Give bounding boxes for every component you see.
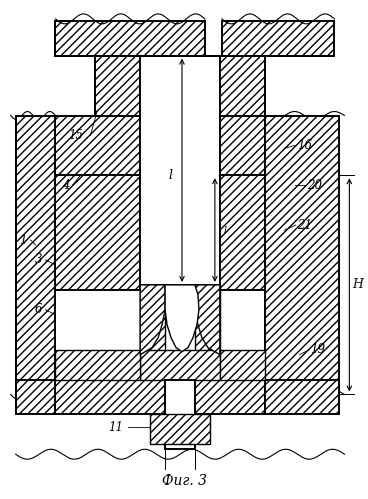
Polygon shape	[220, 56, 265, 115]
Text: 15: 15	[68, 129, 83, 142]
Polygon shape	[220, 175, 265, 290]
Polygon shape	[265, 115, 339, 394]
Text: 21: 21	[297, 219, 312, 232]
Text: 20: 20	[307, 179, 322, 192]
Polygon shape	[15, 380, 56, 414]
Polygon shape	[265, 380, 339, 414]
Text: H: H	[352, 278, 363, 291]
Text: 11: 11	[108, 421, 123, 434]
Polygon shape	[220, 350, 265, 380]
Text: 16: 16	[297, 139, 312, 152]
Text: l: l	[223, 226, 226, 235]
Polygon shape	[56, 380, 265, 414]
Text: l: l	[168, 169, 172, 182]
Polygon shape	[220, 115, 265, 175]
Polygon shape	[195, 285, 220, 360]
Text: Фиг. 3: Фиг. 3	[162, 474, 206, 488]
Polygon shape	[140, 350, 220, 380]
Text: 4: 4	[62, 179, 69, 192]
Polygon shape	[165, 380, 195, 449]
Polygon shape	[56, 21, 205, 56]
Text: 1: 1	[19, 234, 26, 247]
Polygon shape	[140, 285, 165, 355]
Polygon shape	[56, 350, 140, 380]
Text: 19: 19	[310, 343, 325, 356]
Polygon shape	[195, 285, 220, 355]
Polygon shape	[165, 285, 199, 352]
Polygon shape	[56, 115, 140, 175]
Text: 3: 3	[35, 253, 42, 266]
Polygon shape	[140, 285, 165, 360]
Polygon shape	[150, 414, 210, 444]
Polygon shape	[222, 21, 335, 56]
Polygon shape	[56, 175, 140, 290]
Polygon shape	[140, 56, 220, 285]
Polygon shape	[95, 56, 140, 115]
Text: 6: 6	[35, 303, 42, 316]
Polygon shape	[15, 115, 56, 394]
